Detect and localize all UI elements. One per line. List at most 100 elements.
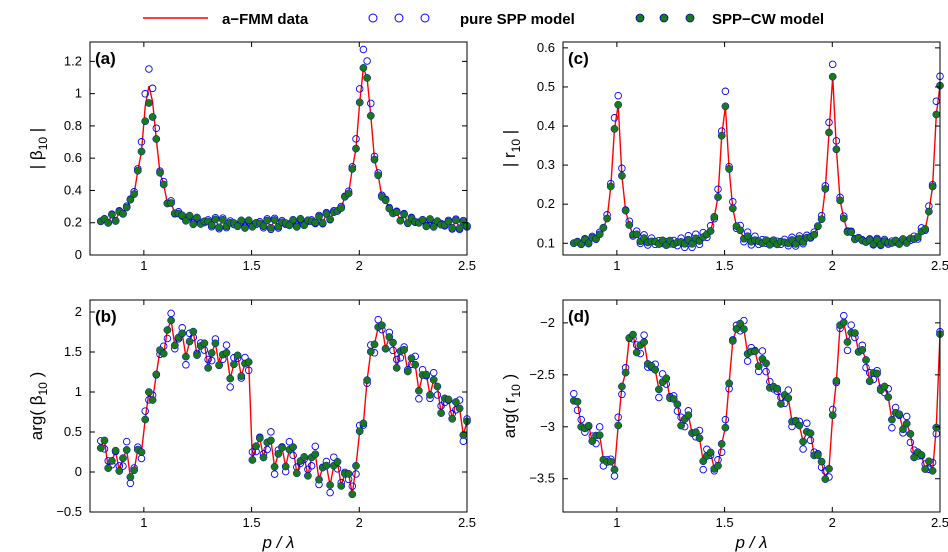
sppcw-model-point: [791, 240, 800, 248]
legend-spp-marker: [368, 13, 378, 23]
sppcw-model-point: [777, 400, 785, 408]
spp-model-point: [392, 355, 401, 364]
sppcw-model-point: [928, 466, 937, 475]
spp-model-point: [803, 419, 811, 427]
sppcw-model-point: [821, 475, 830, 483]
y-tick-label: −0.5: [56, 504, 82, 519]
sppcw-model-point: [795, 421, 804, 430]
sppcw-model-point: [189, 220, 198, 229]
spp-model-point: [902, 412, 911, 421]
axes-frame: [562, 299, 941, 513]
legend-spp-marker: [394, 13, 404, 23]
sppcw-model-point: [189, 327, 198, 336]
sppcw-model-point: [426, 391, 434, 399]
spp-model-point: [832, 137, 841, 145]
y-tick-label: 0.1: [537, 235, 555, 250]
sppcw-model-point: [717, 440, 726, 448]
sppcw-model-point: [315, 475, 323, 484]
sppcw-model-point: [411, 360, 420, 369]
y-tick-label: 0: [75, 247, 82, 262]
sppcw-model-point: [902, 419, 911, 428]
spp-model-point: [784, 386, 793, 394]
sppcw-model-point: [344, 189, 353, 198]
y-tick-label: 1: [75, 384, 82, 399]
spp-model-point: [348, 482, 357, 490]
sppcw-model-point: [130, 190, 138, 198]
sppcw-model-point: [691, 428, 700, 437]
sppcw-model-point: [754, 362, 763, 371]
spp-model-point: [137, 454, 146, 463]
sppcw-model-point: [355, 427, 364, 436]
y-tick-label: 1.2: [64, 53, 82, 68]
sppcw-model-point: [584, 421, 593, 430]
sppcw-model-point: [111, 217, 120, 225]
sppcw-model-point: [163, 326, 172, 334]
x-tick-label: 2.5: [458, 258, 476, 273]
sppcw-model-point: [126, 473, 135, 481]
sppcw-model-point: [913, 233, 922, 241]
sppcw-model-point: [455, 404, 464, 413]
legend-sppcw-marker: [635, 13, 645, 23]
sppcw-model-point: [381, 196, 390, 205]
sppcw-model-point: [714, 461, 722, 470]
y-tick-label: 0: [75, 464, 82, 479]
sppcw-model-point: [444, 217, 453, 226]
x-tick-label: 2: [356, 258, 363, 273]
sppcw-model-point: [688, 239, 696, 248]
sppcw-model-point: [178, 329, 187, 338]
sppcw-model-point: [784, 394, 793, 402]
y-tick-label: 0.6: [537, 40, 555, 55]
sppcw-model-point: [610, 125, 619, 133]
sppcw-model-point: [728, 204, 737, 213]
spp-model-point: [714, 185, 722, 193]
y-tick-label: 0.3: [537, 157, 555, 172]
axes-frame: [89, 299, 468, 513]
sppcw-model-point: [141, 415, 150, 424]
sppcw-model-point: [839, 214, 848, 223]
sppcw-model-point: [603, 214, 611, 223]
sppcw-model-point: [422, 370, 431, 379]
spp-model-point: [843, 346, 852, 355]
sppcw-model-point: [322, 461, 331, 470]
x-tick-label: 2.5: [931, 515, 948, 530]
fmm-line: [573, 321, 941, 482]
spp-model-point: [847, 321, 855, 329]
sppcw-model-point: [215, 361, 223, 370]
sppcw-model-point: [119, 210, 127, 218]
sppcw-model-point: [100, 436, 109, 445]
sppcw-model-point: [736, 226, 745, 235]
spp-model-point: [721, 415, 730, 424]
spp-model-point: [289, 451, 297, 460]
y-tick-label: −2: [540, 315, 555, 330]
sppcw-model-point: [740, 325, 748, 333]
sppcw-model-point: [378, 321, 386, 330]
sppcw-model-point: [115, 467, 124, 475]
spp-model-point: [614, 413, 622, 421]
sppcw-model-point: [595, 230, 604, 239]
spp-model-point: [141, 407, 149, 415]
sppcw-model-point: [403, 367, 412, 376]
sppcw-model-point: [207, 349, 216, 357]
sppcw-model-point: [237, 372, 246, 380]
x-tick-label: 1: [140, 258, 147, 273]
spp-model-point: [743, 357, 752, 365]
sppcw-model-point: [304, 471, 312, 480]
spp-model-point: [226, 383, 234, 391]
spp-model-point: [204, 355, 212, 364]
sppcw-model-point: [584, 239, 593, 248]
spp-model-point: [862, 363, 870, 372]
sppcw-model-point: [843, 338, 852, 346]
sppcw-model-point: [363, 376, 371, 385]
legend-fmm-label: a−FMM data: [222, 11, 309, 28]
y-tick-label: −3.5: [529, 471, 555, 486]
sppcw-model-point: [632, 348, 641, 357]
sppcw-model-point: [621, 368, 630, 377]
sppcw-model-point: [910, 453, 918, 462]
spp-model-point: [721, 87, 730, 96]
sppcw-model-point: [906, 430, 915, 438]
sppcw-model-point: [108, 457, 116, 465]
spp-model-point: [806, 436, 815, 445]
spp-model-point: [459, 437, 468, 445]
sppcw-model-point: [448, 224, 457, 232]
spp-model-point: [152, 124, 161, 132]
